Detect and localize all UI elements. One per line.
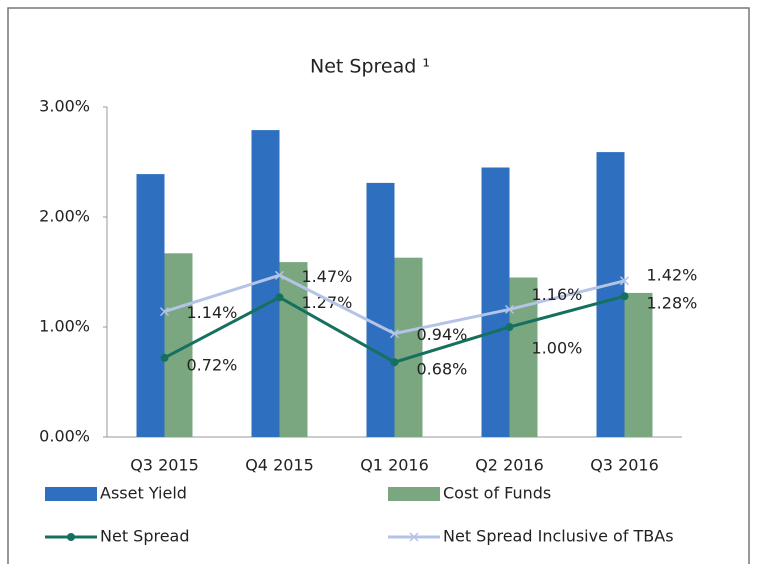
x-tick-label: Q2 2016 (475, 456, 544, 475)
data-label: 0.94% (417, 325, 468, 344)
legend-marker (409, 532, 419, 542)
y-tick-label: 0.00% (39, 427, 90, 446)
data-label: 0.72% (187, 355, 238, 374)
point (274, 270, 285, 280)
bar (366, 182, 395, 437)
y-tick-label: 1.00% (39, 317, 90, 336)
x-tick-label: Q1 2016 (360, 456, 429, 475)
data-label: 1.47% (302, 267, 353, 286)
legend-marker (67, 533, 75, 541)
point (160, 353, 169, 362)
data-label: 1.00% (532, 339, 583, 358)
bar (596, 152, 625, 437)
legend-swatch (45, 487, 97, 501)
legend-label: Cost of Funds (443, 484, 551, 503)
y-tick-label: 3.00% (39, 97, 90, 116)
bar (394, 257, 423, 437)
x-tick-label: Q4 2015 (245, 456, 314, 475)
legend-label: Net Spread Inclusive of TBAs (443, 527, 674, 546)
bar (624, 292, 653, 437)
data-label: 1.16% (532, 285, 583, 304)
point (389, 329, 400, 339)
x-tick-label: Q3 2016 (590, 456, 659, 475)
x-tick-label: Q3 2015 (130, 456, 199, 475)
legend-swatch (388, 487, 440, 501)
data-label: 1.42% (647, 265, 698, 284)
point (275, 293, 284, 302)
data-label: 1.28% (647, 294, 698, 313)
y-tick-label: 2.00% (39, 207, 90, 226)
point (159, 307, 170, 317)
legend-label: Asset Yield (100, 484, 187, 503)
bar (136, 174, 165, 437)
data-label: 1.14% (187, 303, 238, 322)
point (620, 292, 629, 301)
point (390, 358, 399, 367)
point (619, 276, 630, 286)
bar (279, 262, 308, 437)
legend-label: Net Spread (100, 527, 190, 546)
data-label: 0.68% (417, 360, 468, 379)
point (504, 304, 515, 314)
bar (481, 167, 510, 437)
point (505, 323, 514, 331)
chart-title: Net Spread ¹ (310, 56, 430, 78)
